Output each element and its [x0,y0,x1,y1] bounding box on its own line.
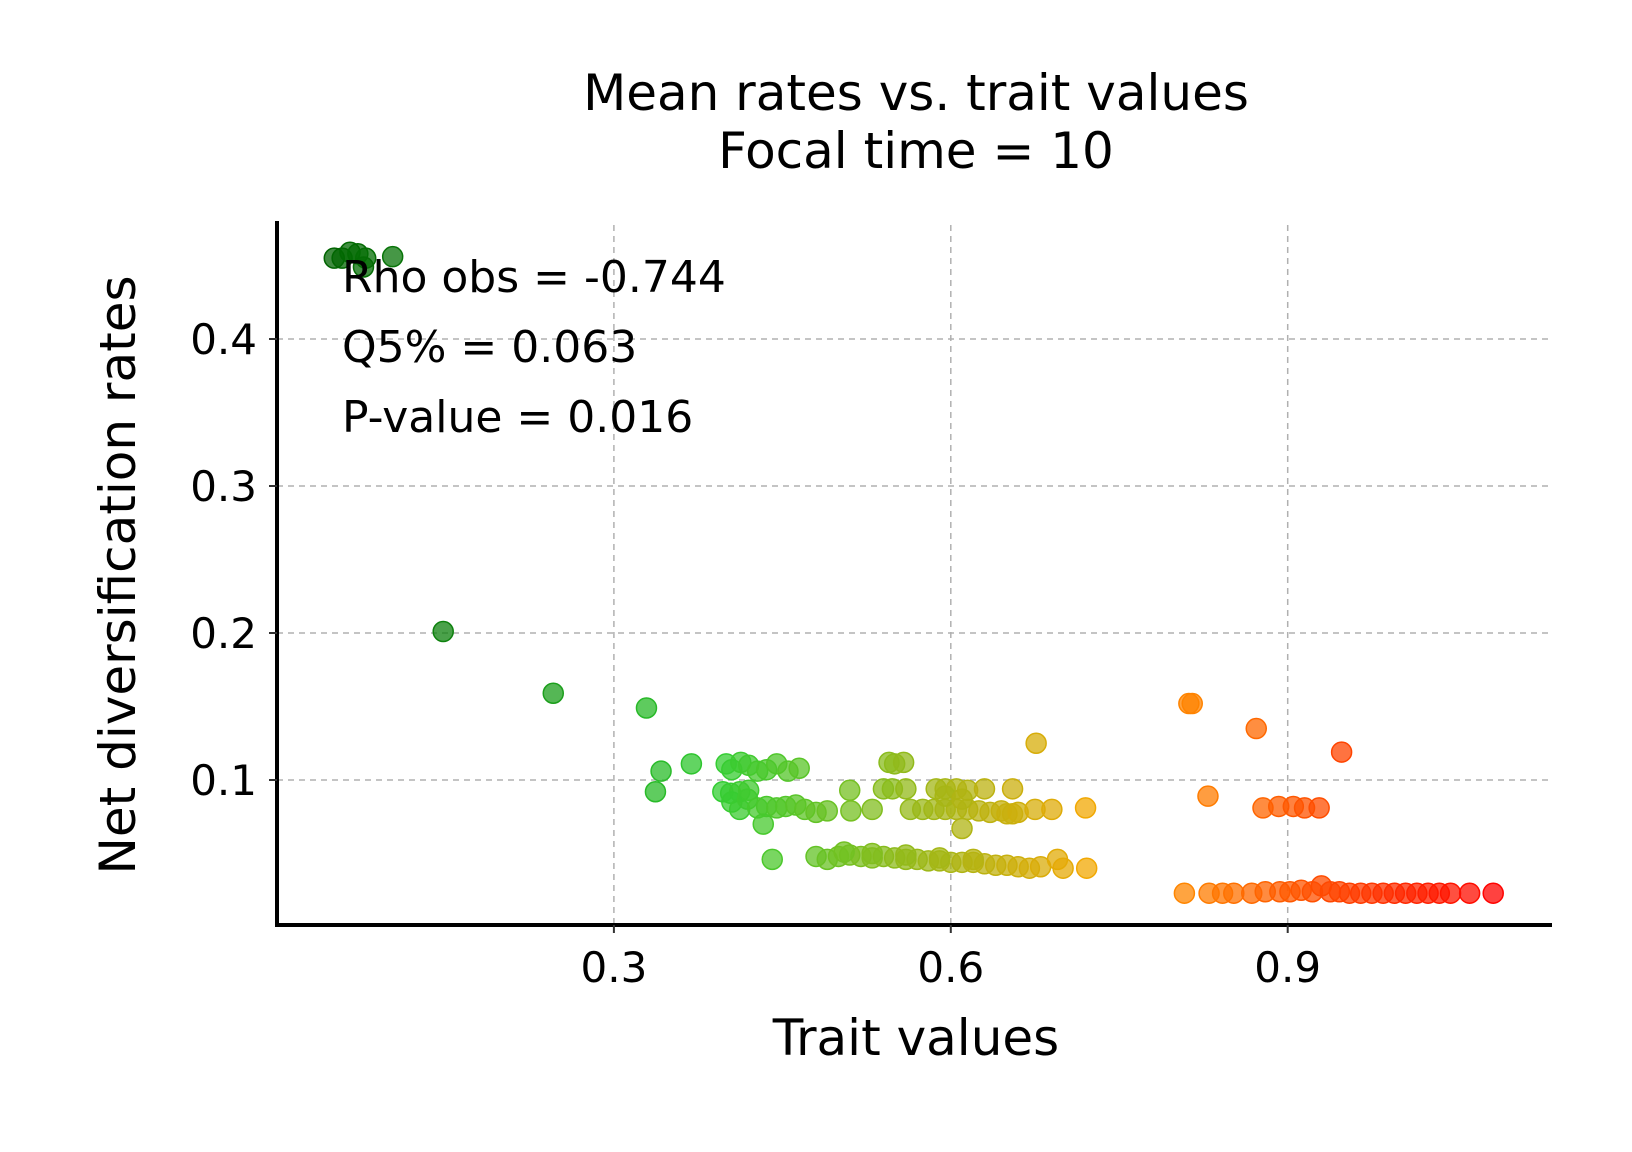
data-point [1330,741,1353,763]
data-point [1074,797,1097,819]
data-point [1173,882,1196,904]
data-point [962,848,985,871]
x-tick-label: 0.6 [917,943,984,992]
data-point [892,751,915,774]
data-point [1197,785,1219,807]
data-point [352,256,375,278]
data-point [432,620,454,643]
data-point [973,778,996,800]
data-point [1001,778,1024,800]
annotation-rho: Rho obs = -0.744 [342,252,726,303]
data-point [895,844,917,866]
data-point [644,781,667,803]
data-point [1075,857,1098,879]
data-point [635,697,658,719]
annotation-q5: Q5% = 0.063 [342,322,637,373]
data-point [833,841,855,863]
x-tick-label: 0.3 [581,943,648,992]
data-point [752,813,775,835]
data-point [951,788,973,810]
data-point [1482,882,1504,904]
data-point [1041,798,1063,821]
data-point [1052,857,1074,879]
data-point [1181,692,1203,715]
chart-title: Mean rates vs. trait values [583,64,1249,122]
data-point [840,800,862,822]
data-point [895,778,917,800]
data-point [861,798,883,821]
data-point [761,848,783,871]
tick-labels: 0.1 0.2 0.3 0.4 0.3 0.6 0.9 [190,315,1321,992]
data-point [381,245,404,268]
scatter-points [323,241,1504,904]
y-tick-label: 0.4 [190,315,257,364]
y-tick-label: 0.2 [190,609,257,658]
y-tick-label: 0.1 [190,756,257,805]
chart-subtitle: Focal time = 10 [718,122,1114,180]
data-point [928,847,951,869]
data-point [1439,882,1462,904]
data-point [542,682,565,705]
data-point [951,817,973,840]
data-point [861,842,883,865]
data-point [816,800,839,822]
data-point [680,753,703,775]
data-point [1025,732,1047,754]
data-point [1308,797,1330,819]
data-point [788,757,810,779]
y-axis-label: Net diversification rates [89,275,147,874]
x-axis-label: Trait values [772,1009,1059,1067]
y-tick-label: 0.3 [190,462,257,511]
annotation-pvalue: P-value = 0.016 [342,392,693,443]
data-point [1245,717,1268,740]
data-point [1223,882,1245,904]
data-point [838,779,861,802]
data-point [650,760,672,782]
x-tick-label: 0.9 [1254,943,1321,992]
data-point [1458,882,1481,904]
